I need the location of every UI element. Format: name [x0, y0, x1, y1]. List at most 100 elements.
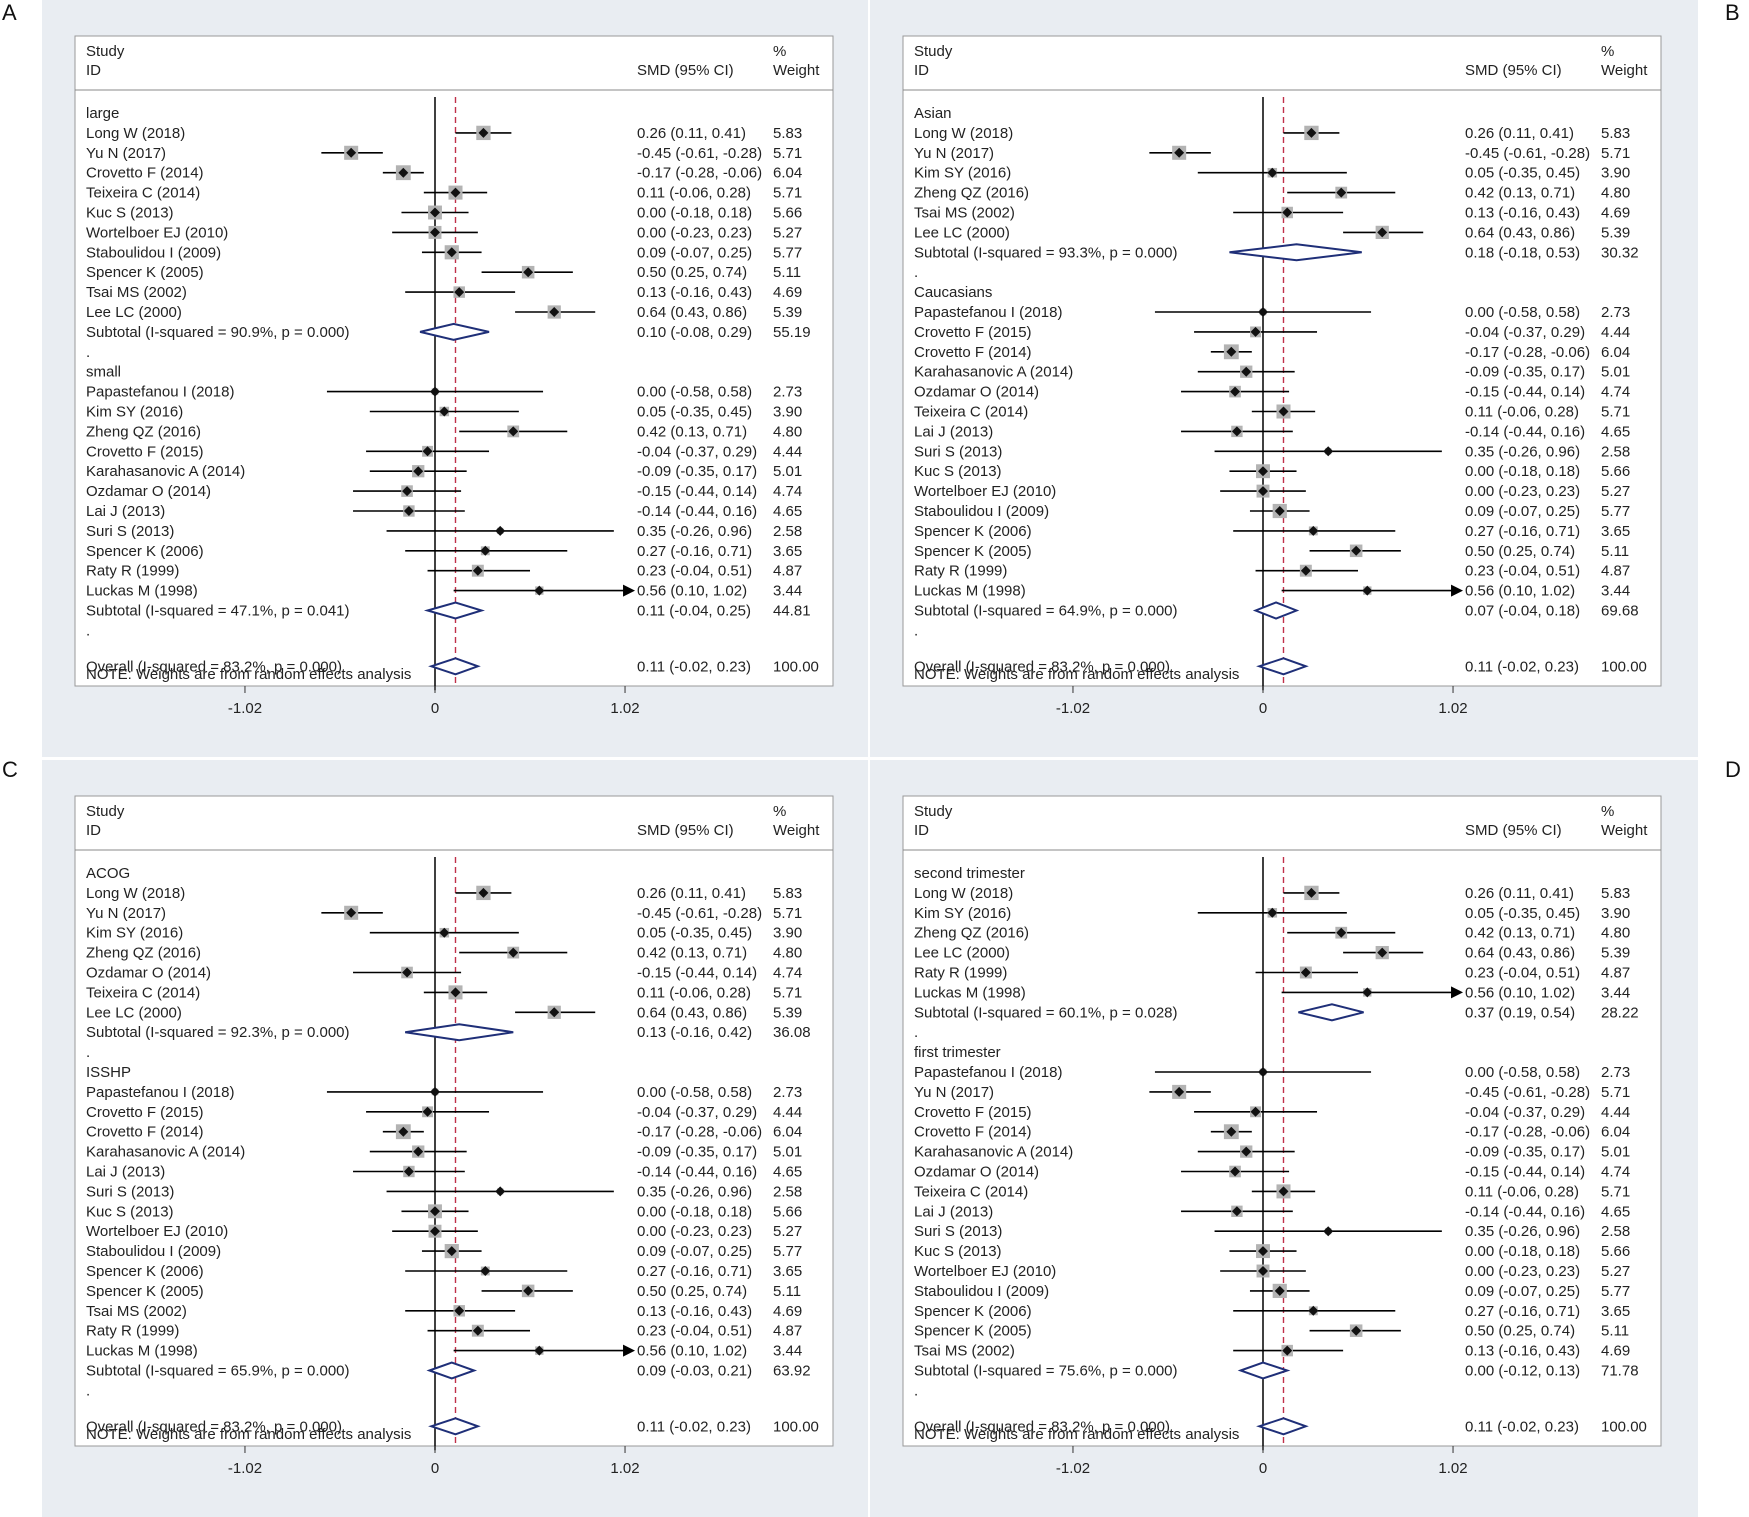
study-label: Crovetto F (2015)	[86, 1104, 204, 1121]
study-label: Teixeira C (2014)	[914, 404, 1028, 421]
study-weight-text: 3.44	[1601, 984, 1630, 1001]
point-estimate	[439, 927, 450, 938]
point-estimate	[523, 1285, 534, 1296]
point-estimate	[1230, 386, 1241, 397]
study-label: Staboulidou I (2009)	[86, 1243, 221, 1260]
point-estimate	[1258, 307, 1268, 317]
point-estimate	[1306, 887, 1317, 898]
point-estimate	[1241, 366, 1252, 377]
study-label: Kim SY (2016)	[914, 905, 1011, 922]
study-ci-text: 0.42 (0.13, 0.71)	[637, 423, 747, 440]
point-estimate	[430, 1226, 440, 1237]
study-weight-text: 6.04	[1601, 344, 1630, 361]
point-estimate	[1300, 565, 1311, 576]
header-study: Study	[914, 43, 953, 60]
x-tick-label: 1.02	[610, 1460, 639, 1477]
subtotal-ci-text: 0.11 (-0.04, 0.25)	[637, 603, 751, 620]
study-ci-text: 0.56 (0.10, 1.02)	[1465, 984, 1575, 1001]
study-ci-text: 0.00 (-0.58, 0.58)	[1465, 304, 1580, 321]
study-weight-text: 4.80	[773, 423, 802, 440]
overall-weight-text: 100.00	[773, 1418, 819, 1435]
point-estimate	[1258, 486, 1268, 497]
study-ci-text: 0.05 (-0.35, 0.45)	[637, 925, 752, 942]
study-weight-text: 4.74	[1601, 1164, 1630, 1181]
study-weight-text: 5.71	[1601, 404, 1630, 421]
study-weight-text: 5.01	[773, 1144, 802, 1161]
subtotal-diamond	[1298, 1003, 1364, 1022]
point-estimate	[346, 907, 357, 918]
point-estimate	[472, 1325, 483, 1336]
point-estimate	[346, 147, 357, 158]
point-estimate	[1336, 927, 1347, 938]
plot-frame	[74, 795, 834, 1447]
overall-diamond	[428, 657, 481, 676]
study-ci-text: 0.64 (0.43, 0.86)	[1465, 945, 1575, 962]
point-estimate	[1351, 545, 1362, 556]
study-weight-text: 4.69	[773, 284, 802, 301]
study-label: Wortelboer EJ (2010)	[914, 1263, 1056, 1280]
study-label: Karahasanovic A (2014)	[914, 364, 1073, 381]
point-estimate	[508, 426, 519, 437]
study-weight-text: 2.58	[1601, 1223, 1630, 1240]
study-label: Spencer K (2005)	[914, 543, 1032, 560]
x-tick-label: -1.02	[228, 700, 262, 717]
point-estimate	[1351, 1325, 1362, 1336]
study-ci-text: -0.09 (-0.35, 0.17)	[1465, 364, 1585, 381]
point-estimate	[1336, 187, 1347, 198]
figure-hdivider	[42, 757, 1698, 760]
header-smd: SMD (95% CI)	[1465, 62, 1562, 79]
study-ci-text: -0.45 (-0.61, -0.28)	[637, 145, 762, 162]
study-label: Raty R (1999)	[914, 563, 1007, 580]
header-smd: SMD (95% CI)	[1465, 822, 1562, 839]
study-label: Raty R (1999)	[86, 1323, 179, 1340]
point-estimate	[1300, 967, 1311, 978]
study-label: Suri S (2013)	[914, 443, 1002, 460]
study-label: Raty R (1999)	[86, 563, 179, 580]
study-weight-text: 2.73	[1601, 304, 1630, 321]
study-ci-text: 0.26 (0.11, 0.41)	[1465, 125, 1574, 142]
study-ci-text: 0.00 (-0.18, 0.18)	[637, 1203, 752, 1220]
subtotal-ci-text: 0.37 (0.19, 0.54)	[1465, 1004, 1575, 1021]
study-weight-text: 5.77	[773, 244, 802, 261]
header-id: ID	[86, 822, 101, 839]
study-ci-text: 0.35 (-0.26, 0.96)	[1465, 1223, 1580, 1240]
study-ci-text: 0.13 (-0.16, 0.43)	[637, 284, 752, 301]
study-ci-text: -0.15 (-0.44, 0.14)	[637, 965, 757, 982]
study-weight-text: 5.39	[1601, 224, 1630, 241]
study-weight-text: 5.83	[773, 125, 802, 142]
overall-ci-text: 0.11 (-0.02, 0.23)	[637, 1418, 751, 1435]
point-estimate	[439, 406, 450, 417]
study-label: Lai J (2013)	[914, 423, 993, 440]
subtotal-diamond	[1237, 1361, 1291, 1380]
study-ci-text: 0.42 (0.13, 0.71)	[637, 945, 747, 962]
subgroup-spacer: .	[914, 1024, 918, 1041]
study-label: Spencer K (2006)	[914, 523, 1032, 540]
study-label: Luckas M (1998)	[86, 1343, 198, 1360]
subgroup-spacer: .	[86, 622, 90, 639]
study-ci-text: -0.09 (-0.35, 0.17)	[637, 463, 757, 480]
study-weight-text: 5.27	[1601, 483, 1630, 500]
point-estimate	[1231, 1206, 1242, 1217]
study-weight-text: 5.39	[773, 304, 802, 321]
study-label: Teixeira C (2014)	[914, 1183, 1028, 1200]
study-label: Crovetto F (2014)	[86, 1124, 204, 1141]
study-weight-text: 4.44	[773, 443, 802, 460]
study-ci-text: 0.09 (-0.07, 0.25)	[1465, 1283, 1580, 1300]
header-smd: SMD (95% CI)	[637, 822, 734, 839]
point-estimate	[403, 1166, 414, 1177]
x-tick-label: 1.02	[1438, 700, 1467, 717]
study-weight-text: 5.77	[1601, 503, 1630, 520]
point-estimate	[1323, 446, 1334, 457]
study-label: Luckas M (1998)	[86, 583, 198, 600]
study-weight-text: 5.66	[773, 1203, 802, 1220]
study-ci-text: 0.09 (-0.07, 0.25)	[637, 244, 752, 261]
point-estimate	[1250, 326, 1261, 337]
study-ci-text: 0.35 (-0.26, 0.96)	[1465, 443, 1580, 460]
x-tick-label: 0	[1259, 1460, 1267, 1477]
overall-weight-text: 100.00	[1601, 658, 1647, 675]
point-estimate	[1308, 525, 1319, 536]
study-label: Ozdamar O (2014)	[914, 1164, 1039, 1181]
study-label: Lai J (2013)	[86, 1164, 165, 1181]
study-ci-text: 0.11 (-0.06, 0.28)	[1465, 1183, 1579, 1200]
study-ci-text: 0.42 (0.13, 0.71)	[1465, 925, 1575, 942]
